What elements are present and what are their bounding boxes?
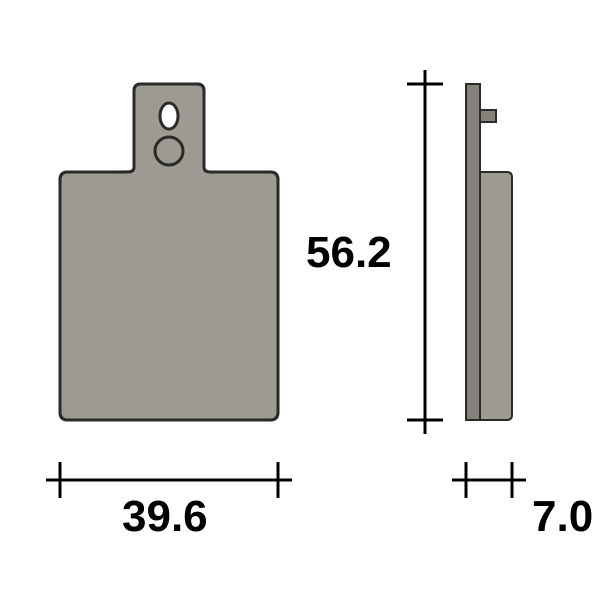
side-backplate	[466, 84, 480, 420]
dim-width-side-label: 7.0	[532, 492, 593, 542]
dim-width-side	[452, 462, 526, 498]
side-pin	[480, 110, 496, 122]
pad-tab-slot	[160, 103, 178, 129]
dim-height-label: 56.2	[306, 228, 392, 278]
dim-height	[407, 70, 443, 434]
pad-front-view	[60, 84, 278, 420]
pad-side-view	[466, 84, 512, 420]
pad-body-outline	[60, 84, 278, 420]
dim-width-front-label: 39.6	[122, 492, 208, 542]
brake-pad-diagram	[0, 0, 600, 600]
side-friction	[480, 172, 512, 420]
pad-tab-boss	[155, 137, 183, 165]
